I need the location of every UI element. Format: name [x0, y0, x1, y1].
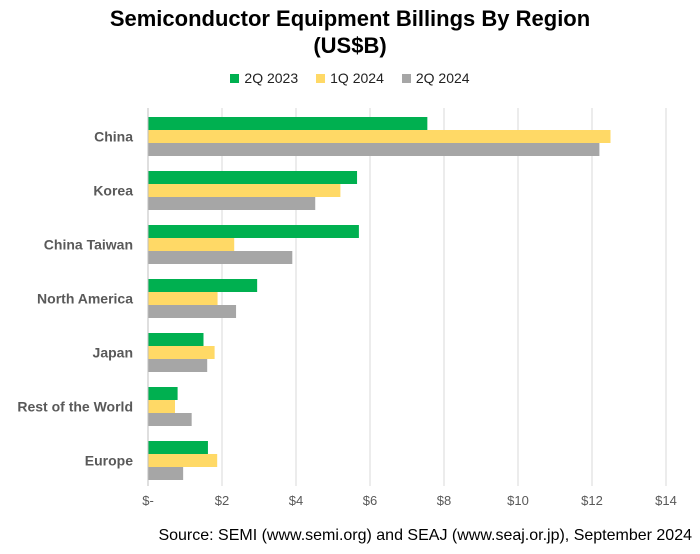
x-tick-label: $6	[363, 493, 377, 508]
x-tick-label: $-	[142, 493, 154, 508]
legend-label-series-1: 1Q 2024	[330, 70, 384, 86]
bar	[148, 279, 258, 292]
x-tick-label: $14	[655, 493, 677, 508]
bar	[148, 143, 600, 156]
bar	[148, 292, 218, 305]
bar	[148, 130, 611, 143]
bar	[148, 413, 192, 426]
legend-swatch-series-2	[401, 73, 411, 83]
bar	[148, 359, 208, 372]
chart-title: Semiconductor Equipment Billings By Regi…	[109, 6, 591, 31]
bar	[148, 467, 184, 480]
legend-item-series-0: 2Q 2023	[230, 70, 298, 86]
x-tick-label: $10	[507, 493, 529, 508]
category-label: Japan	[93, 345, 133, 361]
bar	[148, 197, 316, 210]
bar	[148, 346, 215, 359]
bar	[148, 238, 235, 251]
chart-subtitle: (US$B)	[313, 33, 387, 58]
bar	[148, 184, 341, 197]
category-label: North America	[37, 291, 133, 307]
x-tick-label: $2	[215, 493, 229, 508]
bar	[148, 117, 428, 130]
legend-item-series-1: 1Q 2024	[316, 70, 384, 86]
bar	[148, 441, 208, 454]
legend-swatch-series-1	[316, 73, 326, 83]
x-tick-label: $4	[289, 493, 303, 508]
source-note: Source: SEMI (www.semi.org) and SEAJ (ww…	[158, 527, 692, 544]
bar	[148, 251, 293, 264]
category-label: Rest of the World	[17, 399, 133, 415]
category-label: China Taiwan	[44, 237, 133, 253]
bar	[148, 387, 178, 400]
bar	[148, 305, 237, 318]
bar	[148, 454, 218, 467]
bar	[148, 400, 176, 413]
x-tick-label: $8	[437, 493, 451, 508]
category-label: Europe	[85, 453, 133, 469]
legend-item-series-2: 2Q 2024	[401, 70, 470, 86]
legend-label-series-2: 2Q 2024	[415, 70, 470, 86]
legend-label-series-0: 2Q 2023	[244, 70, 299, 86]
bar	[148, 333, 204, 346]
category-label: Korea	[93, 183, 133, 199]
category-label: China	[94, 129, 133, 145]
legend: 2Q 2023 1Q 2024 2Q 2024	[0, 70, 700, 86]
legend-swatch-series-0	[230, 73, 240, 83]
bar	[148, 225, 359, 238]
x-tick-label: $12	[581, 493, 603, 508]
bar	[148, 171, 358, 184]
